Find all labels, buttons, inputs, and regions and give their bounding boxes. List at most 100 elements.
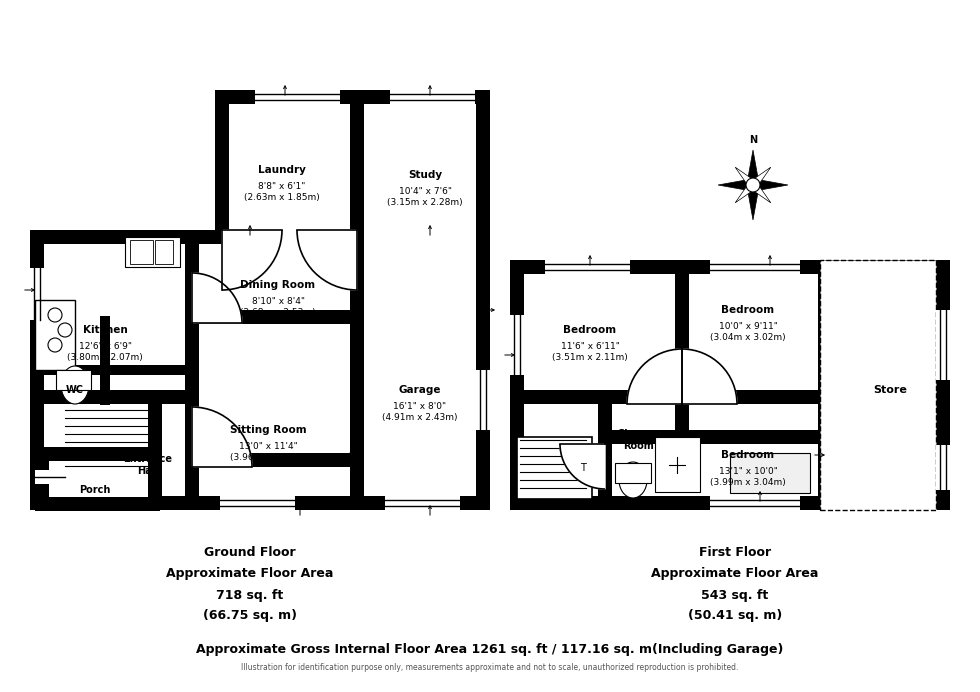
Bar [185, 310, 199, 500]
Text: Approximate Floor Area: Approximate Floor Area [167, 567, 333, 579]
Text: 718 sq. ft: 718 sq. ft [217, 588, 283, 601]
Text: 12'6" x 6'9"
(3.80m x 2.07m): 12'6" x 6'9" (3.80m x 2.07m) [67, 343, 143, 362]
Polygon shape [718, 179, 753, 191]
Bar [936, 445, 950, 490]
Text: Bedroom: Bedroom [721, 305, 774, 315]
Bar [185, 230, 199, 323]
Bar [30, 390, 185, 404]
Text: Porch: Porch [79, 485, 111, 495]
Wedge shape [192, 273, 242, 323]
Bar [598, 390, 612, 510]
Text: Kitchen: Kitchen [82, 325, 127, 335]
Bar [148, 397, 162, 510]
Text: 13'1" x 10'0"
(3.99m x 3.04m): 13'1" x 10'0" (3.99m x 3.04m) [710, 467, 786, 486]
Wedge shape [192, 407, 252, 467]
Bar [710, 496, 800, 510]
Bar [510, 390, 675, 404]
Polygon shape [750, 167, 771, 188]
Text: Illustration for identification purpose only, measurements approximate and not t: Illustration for identification purpose … [241, 662, 739, 671]
Bar [30, 400, 44, 510]
Bar [350, 90, 364, 230]
Bar [510, 260, 950, 274]
Text: Study: Study [408, 170, 442, 180]
Text: (50.41 sq. m): (50.41 sq. m) [688, 608, 782, 621]
Polygon shape [753, 179, 788, 191]
Bar [476, 90, 490, 510]
Bar [936, 260, 950, 510]
Bar [185, 453, 355, 467]
Wedge shape [297, 230, 357, 290]
Bar [30, 268, 44, 320]
Polygon shape [735, 167, 757, 188]
Text: WC: WC [66, 385, 84, 395]
Bar [730, 453, 810, 493]
Text: Bedroom: Bedroom [721, 450, 774, 460]
Bar [30, 230, 44, 400]
Bar [675, 496, 950, 510]
Text: Shower
Room: Shower Room [617, 429, 659, 450]
Text: T: T [580, 463, 586, 473]
Bar [936, 310, 950, 380]
Bar [615, 463, 651, 483]
Bar [125, 237, 180, 267]
Polygon shape [750, 182, 771, 203]
Bar [42, 365, 185, 375]
Bar [100, 316, 110, 405]
Polygon shape [747, 185, 760, 220]
Ellipse shape [61, 366, 89, 404]
Text: N: N [749, 135, 758, 145]
Bar [220, 496, 295, 510]
Polygon shape [747, 150, 760, 185]
Text: Store: Store [873, 385, 907, 395]
Bar [130, 240, 153, 264]
Bar [818, 260, 832, 510]
Bar [510, 315, 524, 375]
Bar [155, 240, 173, 264]
Bar [56, 370, 91, 390]
Text: Sitting Room: Sitting Room [229, 425, 307, 435]
Bar [476, 370, 490, 430]
Text: Entrance
Hall: Entrance Hall [123, 454, 172, 476]
Ellipse shape [619, 462, 647, 498]
Text: Approximate Floor Area: Approximate Floor Area [652, 567, 818, 579]
Bar [820, 260, 936, 510]
Text: Garage: Garage [399, 385, 441, 395]
Circle shape [571, 456, 595, 480]
Wedge shape [682, 349, 737, 404]
Bar [510, 496, 820, 510]
Bar [510, 260, 524, 510]
Text: Approximate Gross Internal Floor Area 1261 sq. ft / 117.16 sq. m(Including Garag: Approximate Gross Internal Floor Area 12… [196, 644, 784, 657]
Bar [35, 447, 160, 461]
Text: Dining Room: Dining Room [240, 280, 316, 290]
Text: First Floor: First Floor [699, 547, 771, 560]
Text: (66.75 sq. m): (66.75 sq. m) [203, 608, 297, 621]
Text: 10'0" x 9'11"
(3.04m x 3.02m): 10'0" x 9'11" (3.04m x 3.02m) [710, 322, 786, 342]
Bar [30, 230, 230, 244]
Bar [35, 497, 160, 511]
Bar [517, 437, 592, 499]
Bar [35, 470, 65, 484]
Text: 8'10" x 8'4"
(2.68m x 2.53m): 8'10" x 8'4" (2.68m x 2.53m) [240, 298, 316, 317]
Text: 11'6" x 6'11"
(3.51m x 2.11m): 11'6" x 6'11" (3.51m x 2.11m) [552, 343, 628, 362]
Bar [545, 260, 630, 274]
Bar [215, 90, 229, 230]
Text: Laundry: Laundry [258, 165, 306, 175]
Text: 10'4" x 7'6"
(3.15m x 2.28m): 10'4" x 7'6" (3.15m x 2.28m) [387, 188, 463, 207]
Text: Bedroom: Bedroom [564, 325, 616, 335]
Wedge shape [222, 230, 282, 290]
Bar [680, 390, 820, 404]
Bar [675, 260, 689, 430]
Bar [710, 260, 800, 274]
Text: 13'0" x 11'4"
(3.96m x 3.45m): 13'0" x 11'4" (3.96m x 3.45m) [230, 442, 306, 462]
Bar [155, 496, 490, 510]
Circle shape [746, 178, 760, 192]
Bar [350, 230, 364, 510]
Bar [35, 300, 75, 370]
Bar [185, 310, 350, 324]
Text: 543 sq. ft: 543 sq. ft [702, 588, 768, 601]
Bar [215, 90, 490, 104]
Bar [655, 437, 700, 492]
Bar [600, 430, 830, 444]
Bar [385, 496, 460, 510]
Polygon shape [735, 182, 757, 203]
